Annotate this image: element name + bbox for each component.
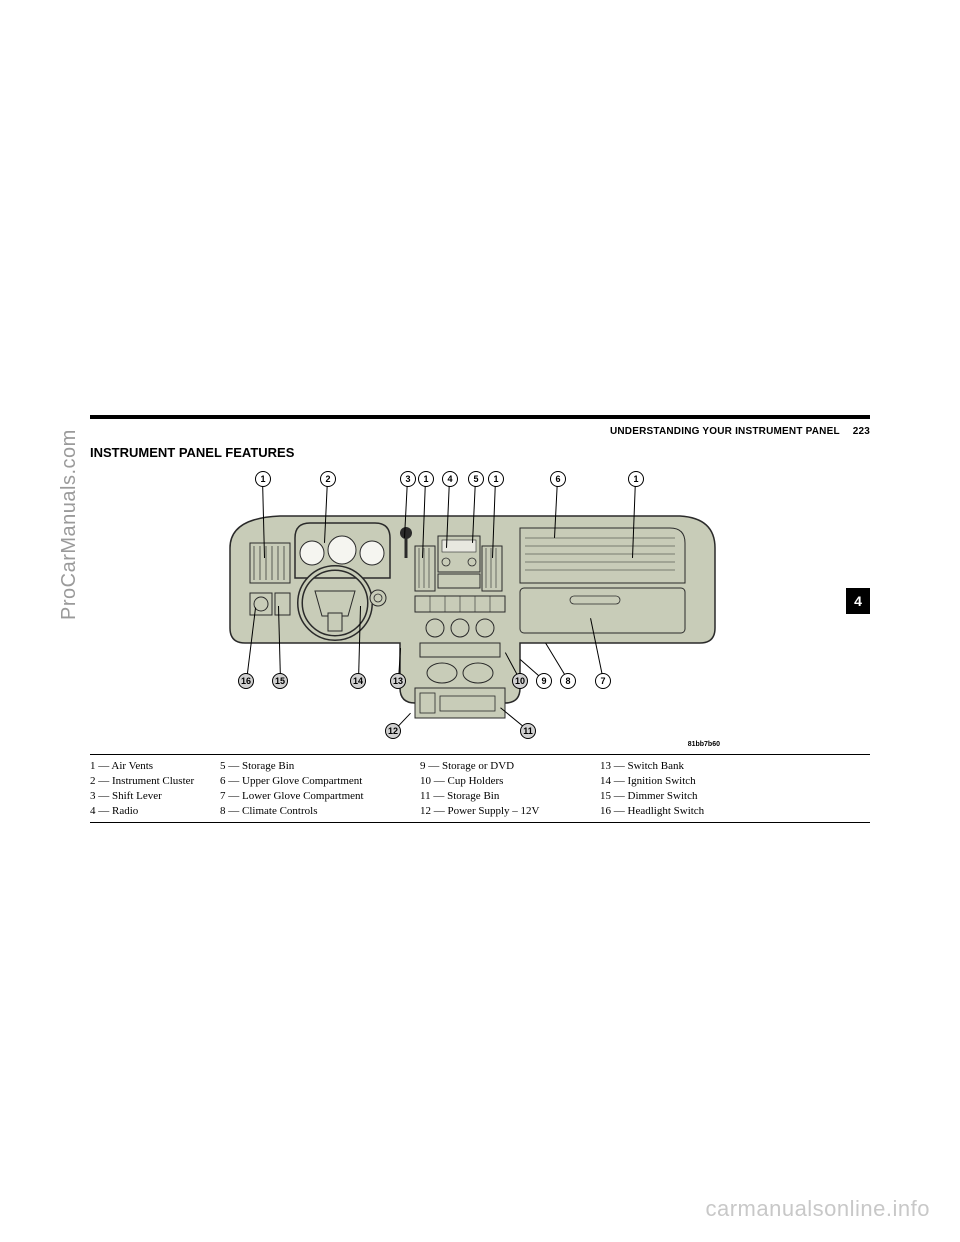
legend-cell: 1 — Air Vents [90,759,220,774]
legend-cell: 11 — Storage Bin [420,789,600,804]
callout-15: 15 [272,673,288,689]
legend-cell: 4 — Radio [90,804,220,819]
callout-2: 2 [320,471,336,487]
callout-7: 7 [595,673,611,689]
callout-14: 14 [350,673,366,689]
callout-10: 10 [512,673,528,689]
legend-cell: 5 — Storage Bin [220,759,420,774]
callout-11: 11 [520,723,536,739]
legend-cell: 10 — Cup Holders [420,774,600,789]
callout-4: 4 [442,471,458,487]
legend-cell: 12 — Power Supply – 12V [420,804,600,819]
legend-cell: 8 — Climate Controls [220,804,420,819]
legend-cell: 2 — Instrument Cluster [90,774,220,789]
legend-row: 2 — Instrument Cluster 6 — Upper Glove C… [90,774,870,789]
legend-table: 1 — Air Vents 5 — Storage Bin 9 — Storag… [90,754,870,823]
dashboard-svg [220,488,740,748]
callout-13: 13 [390,673,406,689]
callout-1: 1 [255,471,271,487]
legend-cell: 14 — Ignition Switch [600,774,770,789]
legend-cell: 13 — Switch Bank [600,759,770,774]
section-title: INSTRUMENT PANEL FEATURES [90,445,870,460]
callout-5: 5 [468,471,484,487]
legend-cell: 7 — Lower Glove Compartment [220,789,420,804]
watermark-side: ProCarManuals.com [58,429,81,620]
callout-9: 9 [536,673,552,689]
header-page [844,426,853,437]
callout-12: 12 [385,723,401,739]
legend-row: 3 — Shift Lever 7 — Lower Glove Compartm… [90,789,870,804]
legend-cell: 3 — Shift Lever [90,789,220,804]
legend-row: 1 — Air Vents 5 — Storage Bin 9 — Storag… [90,759,870,774]
header-page-num: 223 [853,426,870,437]
page-content: UNDERSTANDING YOUR INSTRUMENT PANEL 223 … [90,415,870,823]
legend-cell: 6 — Upper Glove Compartment [220,774,420,789]
callout-6: 6 [550,471,566,487]
callout-3: 3 [400,471,416,487]
header-bar: UNDERSTANDING YOUR INSTRUMENT PANEL 223 [90,415,870,439]
header-section: UNDERSTANDING YOUR INSTRUMENT PANEL [610,426,840,437]
callout-1: 1 [628,471,644,487]
dashboard-diagram: 12314516116151413109871211 81bb7b60 [220,468,740,748]
image-code: 81bb7b60 [688,741,720,748]
watermark-bottom: carmanualsonline.info [705,1196,930,1222]
legend-cell: 9 — Storage or DVD [420,759,600,774]
legend-cell: 16 — Headlight Switch [600,804,770,819]
callout-1: 1 [488,471,504,487]
legend-row: 4 — Radio 8 — Climate Controls 12 — Powe… [90,804,870,819]
legend-cell: 15 — Dimmer Switch [600,789,770,804]
callout-1: 1 [418,471,434,487]
callout-8: 8 [560,673,576,689]
callout-16: 16 [238,673,254,689]
